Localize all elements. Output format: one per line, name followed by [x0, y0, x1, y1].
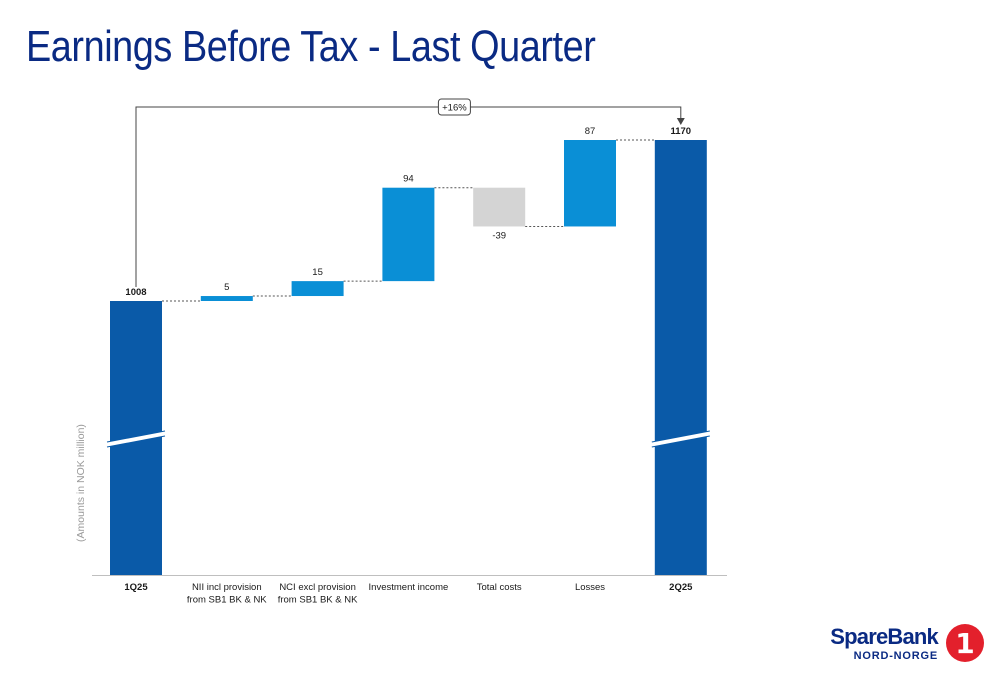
bar-3 [291, 281, 344, 297]
category-label-6: Losses [575, 582, 605, 593]
axis-break-edge-b-7 [651, 435, 710, 448]
logo-name: SpareBank [830, 624, 939, 649]
category-label-7: 2Q25 [669, 582, 693, 593]
logo-subtitle: NORD-NORGE [853, 650, 938, 662]
bar-4 [382, 187, 435, 282]
logo-circle-icon: 1 [946, 624, 984, 662]
page-title: Earnings Before Tax - Last Quarter [26, 22, 596, 71]
bar-2 [200, 296, 253, 301]
axis-break-edge-b-1 [106, 435, 166, 448]
category-label-5: Total costs [477, 582, 522, 593]
axis-break-1 [107, 431, 165, 447]
value-label-4: 94 [403, 174, 414, 185]
comparison-bracket [135, 106, 682, 287]
value-label-3: 15 [312, 267, 323, 278]
bank-logo: SpareBank NORD-NORGE 1 [830, 622, 988, 670]
category-label-4: Investment income [369, 582, 449, 593]
category-label-1: 1Q25 [124, 582, 148, 593]
bar-7 [654, 140, 707, 575]
value-label-1: 1008 [125, 287, 146, 298]
value-label-5: -39 [492, 230, 506, 241]
category-label-3-line-1: NCI excl provision [279, 582, 356, 593]
category-label-2-line-2: from SB1 BK & NK [187, 595, 267, 606]
value-label-2: 5 [224, 282, 229, 293]
logo-digit: 1 [955, 626, 975, 660]
value-label-7: 1170 [670, 126, 691, 137]
comparison-label: +16% [442, 103, 467, 114]
axis-break-edge-a-7 [651, 430, 710, 443]
category-label-2-line-1: NII incl provision [192, 582, 262, 593]
comparison-arrowhead [676, 118, 685, 125]
bar-5 [473, 187, 526, 227]
axis-break-7 [651, 431, 710, 447]
bar-6 [564, 140, 616, 227]
y-axis-label: (Amounts in NOK million) [75, 424, 87, 542]
category-label-3-line-2: from SB1 BK & NK [278, 595, 358, 606]
value-label-6: 87 [585, 126, 596, 137]
comparison-badge [437, 98, 471, 116]
axis-break-edge-a-1 [106, 430, 166, 443]
